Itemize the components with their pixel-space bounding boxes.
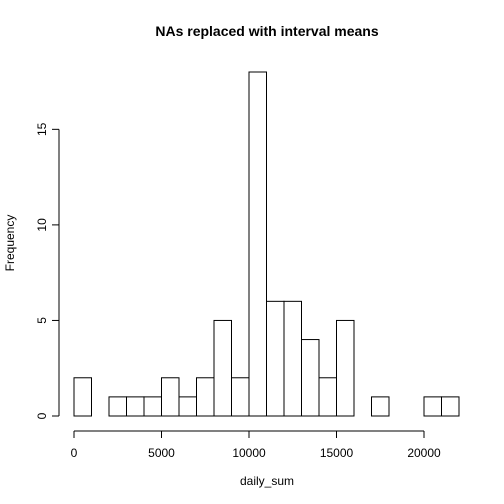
histogram-bar	[318, 377, 337, 417]
y-axis: 0 5 10 15	[35, 122, 60, 419]
x-axis-label: daily_sum	[240, 474, 294, 488]
chart-title: NAs replaced with interval means	[155, 23, 379, 39]
histogram-bar	[371, 396, 390, 417]
y-axis-label: Frequency	[3, 215, 17, 272]
y-tick-label: 10	[35, 218, 49, 232]
histogram-bar	[73, 377, 92, 417]
y-tick-label: 5	[35, 317, 49, 324]
x-tick-label: 0	[71, 446, 78, 460]
x-tick-label: 20000	[407, 446, 441, 460]
histogram-bar	[441, 396, 460, 417]
histogram-bar	[336, 319, 355, 417]
x-axis: 0 5000 10000 15000 20000	[71, 430, 441, 460]
y-tick-label: 15	[35, 122, 49, 136]
histogram-bar	[213, 319, 232, 417]
histogram-bar	[161, 377, 180, 417]
histogram-bar	[231, 377, 250, 417]
histogram-bar	[126, 396, 145, 417]
histogram-bar	[283, 300, 302, 417]
x-tick-label: 15000	[320, 446, 354, 460]
y-tick-label: 0	[35, 412, 49, 419]
histogram-bar	[143, 396, 162, 417]
histogram-bar	[423, 396, 442, 417]
histogram-bar	[266, 300, 285, 417]
histogram-bar	[178, 396, 197, 417]
histogram-bars	[73, 71, 460, 417]
x-tick-label: 5000	[148, 446, 175, 460]
x-tick-label: 10000	[232, 446, 266, 460]
histogram-bar	[196, 377, 215, 417]
histogram-bar	[108, 396, 127, 417]
histogram-bar	[248, 71, 267, 417]
histogram-bar	[301, 339, 320, 417]
